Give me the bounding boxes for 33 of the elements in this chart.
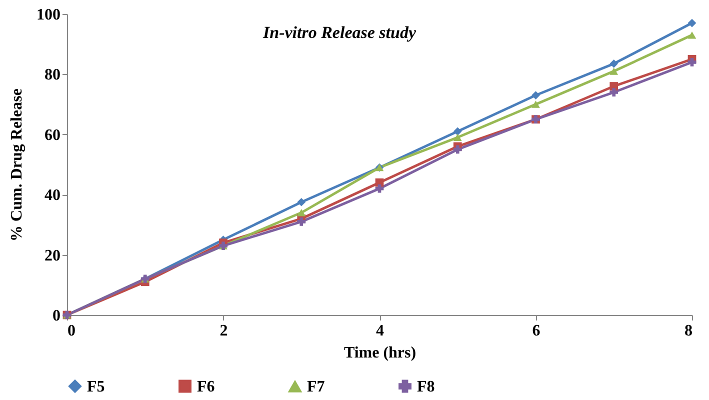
legend-label: F5 [87,378,105,396]
y-axis-title: % Cum. Drug Release [8,88,26,242]
y-tick-label: 0 [52,308,60,324]
x-tick-label: 6 [532,322,540,340]
point [610,68,618,75]
point [688,58,696,66]
point [688,18,696,28]
text: In-vitro Release study [262,23,416,42]
point [532,100,540,108]
y-tick-label: 60 [44,126,60,144]
point [610,88,618,96]
y-tick-label: 40 [44,187,60,204]
point [688,31,696,39]
point [375,184,384,193]
point [453,145,462,154]
y-tick-label: 100 [36,6,60,24]
point [453,134,462,142]
point [453,127,462,136]
point [297,209,306,216]
x-tick-label: 4 [376,322,384,340]
point [610,59,618,68]
y-tick-label: 20 [44,247,60,264]
x-tick-label: 8 [684,322,692,340]
x-tick-label: 0 [68,322,76,340]
legend-label: F7 [307,378,325,396]
y-tick-label: 80 [44,66,60,84]
legend-label: F8 [417,378,435,396]
x-axis-title: Time (hrs) [344,344,416,362]
point [297,198,306,206]
point [297,218,306,226]
x-tick-label: 2 [220,322,228,340]
point [532,91,540,100]
legend-label: F6 [197,378,215,396]
